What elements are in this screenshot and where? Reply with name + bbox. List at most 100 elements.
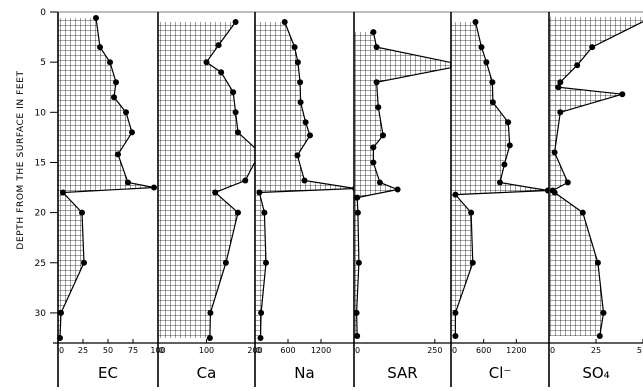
data-point: [294, 152, 301, 159]
data-point: [376, 179, 383, 186]
data-point: [557, 79, 564, 86]
data-point: [472, 19, 479, 25]
profile-area: [451, 22, 548, 336]
data-point: [452, 333, 459, 339]
data-point: [235, 209, 241, 216]
panel-label: EC: [98, 364, 118, 382]
data-point: [478, 44, 485, 51]
data-point: [557, 109, 564, 116]
data-point: [79, 209, 85, 216]
x-tick-label: 100: [199, 346, 214, 355]
data-point: [218, 69, 225, 76]
x-tick-label: 50: [103, 346, 113, 355]
profile-area: [58, 18, 154, 338]
data-point: [497, 179, 503, 186]
profile-area: [255, 22, 356, 338]
x-tick-label: 250: [427, 346, 442, 355]
x-tick-label: 600: [280, 346, 295, 355]
data-point: [58, 309, 64, 316]
data-point: [256, 189, 263, 196]
panel-2: 0 600 1200 Na: [254, 11, 359, 387]
data-point: [242, 177, 249, 184]
data-point: [370, 159, 377, 166]
data-point: [354, 333, 361, 339]
data-point: [600, 309, 607, 316]
data-point: [203, 59, 210, 66]
data-point: [206, 335, 213, 341]
data-point: [483, 59, 490, 66]
x-tick-label: 75: [128, 346, 138, 355]
data-point: [261, 209, 268, 216]
data-point: [291, 44, 298, 51]
data-point: [60, 189, 66, 196]
data-point: [551, 149, 558, 156]
x-tick-label: 25: [591, 346, 601, 355]
data-point: [375, 104, 382, 111]
data-point: [258, 309, 265, 316]
profile-area: [354, 32, 464, 336]
y-tick-label: 15: [35, 158, 46, 168]
data-point: [207, 309, 214, 316]
data-point: [555, 84, 562, 91]
data-point: [222, 259, 229, 266]
y-tick-label: 30: [35, 309, 47, 319]
data-point: [564, 179, 571, 186]
data-point: [215, 42, 222, 49]
data-point: [452, 309, 459, 316]
panel-label: Na: [294, 364, 314, 382]
data-point: [505, 119, 512, 126]
data-point: [281, 19, 288, 25]
data-point: [353, 309, 360, 316]
data-point: [263, 259, 269, 266]
x-tick-label: 0: [452, 346, 457, 355]
panel-label: SAR: [387, 364, 417, 382]
y-axis-ticks: 0 5 10 15 20 25 30: [35, 8, 58, 319]
data-point: [93, 15, 99, 21]
profile-area: [549, 17, 643, 336]
y-tick-label: 25: [35, 259, 46, 269]
data-point: [589, 44, 596, 51]
data-point: [501, 161, 508, 168]
data-point: [81, 259, 87, 266]
data-point: [469, 259, 476, 266]
data-point: [579, 209, 586, 216]
panel-label: Ca: [197, 364, 217, 382]
x-tick-label: 1200: [506, 346, 526, 355]
data-point: [107, 59, 113, 66]
data-point: [354, 194, 361, 201]
panel-label: SO₄: [582, 364, 609, 382]
data-point: [235, 129, 241, 136]
x-tick-label: 25: [78, 346, 88, 355]
data-point: [257, 335, 264, 341]
data-point: [297, 79, 304, 86]
data-point: [594, 259, 601, 266]
x-tick-label: 0: [159, 346, 164, 355]
data-point: [111, 94, 117, 101]
panel-label: Cl⁻: [489, 364, 512, 382]
data-point: [373, 44, 380, 51]
x-tick-label: 600: [476, 346, 491, 355]
panel-1: 0100200Ca: [157, 11, 263, 387]
data-point: [380, 132, 387, 139]
data-point: [452, 191, 459, 198]
data-point: [129, 129, 135, 136]
x-tick-label: 0: [256, 346, 261, 355]
data-point: [370, 29, 377, 36]
data-point: [355, 259, 362, 266]
data-point: [230, 89, 237, 96]
data-point: [468, 209, 475, 216]
x-tick-label: 5: [637, 346, 642, 355]
data-point: [307, 132, 313, 139]
panel-4: 0 600 1200 Cl⁻: [450, 11, 551, 387]
y-tick-label: 5: [40, 58, 46, 68]
data-point: [370, 144, 377, 151]
panel-0: 0255075100EC: [57, 11, 166, 387]
data-point: [151, 184, 157, 191]
data-point: [489, 79, 496, 86]
y-tick-label: 0: [40, 8, 46, 18]
data-point: [354, 209, 361, 216]
data-point: [619, 91, 626, 98]
y-tick-label: 20: [35, 209, 47, 219]
